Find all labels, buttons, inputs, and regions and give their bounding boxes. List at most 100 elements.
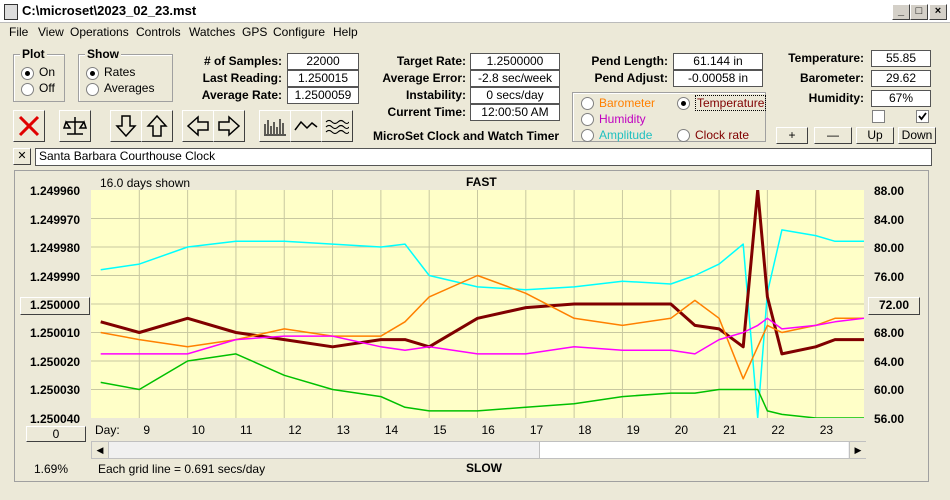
humidity-field: 67% [871, 90, 931, 107]
x-tick-label: 21 [723, 423, 737, 437]
arrow-down-icon [115, 115, 137, 138]
app-icon [4, 4, 18, 20]
pend-length-label: Pend Length: [591, 54, 668, 68]
menu-help[interactable]: Help [333, 25, 358, 39]
x-tick-label: 9 [143, 423, 150, 437]
center-scale-button[interactable]: 72.00 [868, 297, 920, 315]
amplitude-radio[interactable] [581, 129, 594, 142]
chart-svg [91, 190, 864, 418]
menu-controls[interactable]: Controls [136, 25, 181, 39]
clock-rate-radio[interactable] [677, 129, 690, 142]
y-right-tick: 64.00 [874, 355, 905, 369]
menu-file[interactable]: File [9, 25, 29, 39]
average-error-field: -2.8 sec/week [470, 70, 560, 87]
target-rate-field: 1.2500000 [470, 53, 560, 70]
clear-clock-button[interactable]: ✕ [13, 148, 31, 165]
x-tick-label: 16 [481, 423, 495, 437]
option-checkbox-1[interactable] [872, 110, 885, 123]
show-rates-radio[interactable] [86, 67, 99, 80]
y-right-tick: 56.00 [874, 412, 905, 426]
humidity-radio[interactable] [581, 113, 594, 126]
days-shown-label: 16.0 days shown [100, 176, 191, 190]
left-arrow-button[interactable] [182, 110, 214, 142]
plot-area[interactable] [91, 190, 864, 418]
y-right-tick: 84.00 [874, 213, 905, 227]
average-error-label: Average Error: [382, 71, 466, 85]
menu-watches[interactable]: Watches [189, 25, 236, 39]
temperature-radio[interactable] [677, 97, 690, 110]
pend-length-field: 61.144 in [673, 53, 763, 70]
x-tick-label: 19 [626, 423, 640, 437]
x-tick-label: 11 [239, 423, 253, 437]
show-averages-label: Averages [104, 81, 155, 95]
calibrate-button[interactable] [59, 110, 91, 142]
plot-on-radio[interactable] [21, 67, 34, 80]
x-tick-label: 12 [288, 423, 302, 437]
menu-view[interactable]: View [38, 25, 64, 39]
series-select-group: Barometer Temperature Humidity Amplitude… [572, 92, 767, 142]
y-right-tick: 68.00 [874, 326, 905, 340]
plot-on-label: On [39, 65, 56, 79]
show-averages-radio[interactable] [86, 83, 99, 96]
day-axis-label: Day: [95, 423, 120, 437]
x-tick-label: 20 [674, 423, 689, 437]
option-checkbox-2[interactable] [916, 110, 929, 123]
check-icon [918, 112, 927, 121]
instability-field: 0 secs/day [470, 87, 560, 104]
center-rate-button[interactable]: 1.250000 [20, 297, 90, 315]
scroll-right-icon[interactable]: ▶ [849, 442, 866, 458]
x-tick-label: 18 [578, 423, 592, 437]
scale-plus-button[interactable]: + [776, 127, 808, 144]
horizontal-scrollbar[interactable]: ◀ ▶ [91, 441, 866, 459]
y-left-tick: 1.250030 [30, 383, 81, 397]
y-right-tick: 88.00 [874, 184, 905, 198]
title-bar: C:\microset\2023_02_23.mst _ □ × [0, 0, 950, 23]
barometer-option-label: Barometer [599, 96, 656, 110]
menu-operations[interactable]: Operations [70, 25, 129, 39]
balance-scale-icon [63, 117, 87, 135]
arrow-up-icon [146, 114, 168, 137]
close-button[interactable]: × [929, 4, 947, 20]
up-arrow-button[interactable] [141, 110, 173, 142]
plot-off-label: Off [39, 81, 55, 95]
last-reading-field: 1.250015 [287, 70, 359, 87]
window-title: C:\microset\2023_02_23.mst [22, 3, 197, 18]
scroll-left-icon[interactable]: ◀ [92, 442, 109, 458]
minimize-button[interactable]: _ [892, 4, 910, 20]
x-tick-label: 15 [433, 423, 447, 437]
scale-minus-button[interactable]: — [814, 127, 852, 144]
down-arrow-button[interactable] [110, 110, 142, 142]
bars-view-button[interactable] [259, 110, 291, 142]
y-right-tick: 80.00 [874, 241, 905, 255]
x-tick-label: 14 [384, 423, 399, 437]
series-line-barometer [100, 274, 864, 380]
amplitude-option-label: Amplitude [599, 128, 653, 142]
plot-off-radio[interactable] [21, 83, 34, 96]
wave-icon [325, 119, 349, 135]
x-tick-label: 13 [336, 423, 350, 437]
maximize-button[interactable]: □ [910, 4, 928, 20]
delete-button[interactable] [13, 110, 45, 142]
app-caption: MicroSet Clock and Watch Timer [373, 129, 560, 143]
chart-frame [14, 170, 929, 482]
wave-view-button[interactable] [321, 110, 353, 142]
average-rate-field: 1.2500059 [287, 87, 359, 104]
show-group: Show Rates Averages [78, 47, 173, 102]
clock-name-input[interactable]: Santa Barbara Courthouse Clock [35, 148, 932, 166]
pend-adjust-label: Pend Adjust: [594, 71, 668, 85]
scroll-thumb[interactable] [539, 442, 848, 458]
average-rate-label: Average Rate: [201, 88, 282, 102]
line-view-button[interactable] [290, 110, 322, 142]
scale-down-button[interactable]: Down [898, 127, 936, 144]
arrow-right-icon [218, 115, 241, 137]
y-left-tick: 1.250040 [30, 412, 81, 426]
barometer-radio[interactable] [581, 97, 594, 110]
menu-gps[interactable]: GPS [242, 25, 268, 39]
barometer-field: 29.62 [871, 70, 931, 87]
right-arrow-button[interactable] [213, 110, 245, 142]
last-reading-label: Last Reading: [202, 71, 282, 85]
plot-group: Plot On Off [13, 47, 65, 102]
offset-button[interactable]: 0 [26, 426, 86, 442]
menu-configure[interactable]: Configure [273, 25, 326, 39]
scale-up-button[interactable]: Up [856, 127, 894, 144]
